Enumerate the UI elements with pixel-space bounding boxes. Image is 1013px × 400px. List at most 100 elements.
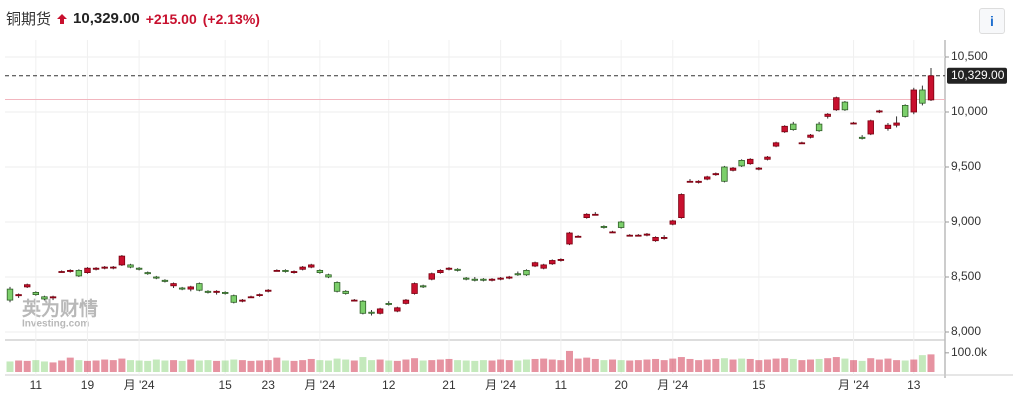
volume-bar bbox=[497, 359, 505, 372]
info-button[interactable]: i bbox=[979, 8, 1005, 34]
volume-bar bbox=[170, 360, 178, 372]
candle-body bbox=[256, 294, 263, 297]
candle-body bbox=[876, 110, 883, 113]
candle-body bbox=[135, 267, 143, 270]
candle-body bbox=[626, 234, 633, 237]
candle-body bbox=[24, 284, 31, 288]
candle-body bbox=[764, 156, 771, 160]
candle-body bbox=[221, 291, 229, 294]
candle-body bbox=[609, 231, 616, 234]
volume-bar bbox=[359, 357, 367, 372]
candle-body bbox=[721, 166, 728, 182]
candle-body bbox=[772, 142, 780, 147]
volume-bar bbox=[669, 358, 677, 372]
candle-body bbox=[15, 294, 22, 297]
volume-bar bbox=[32, 360, 40, 372]
candle-body bbox=[867, 120, 874, 135]
volume-bar bbox=[583, 357, 591, 372]
candle-body bbox=[101, 266, 108, 269]
volume-bar bbox=[746, 358, 754, 372]
volume-bar bbox=[299, 360, 307, 372]
candle-body bbox=[333, 282, 341, 292]
candle-body bbox=[376, 308, 384, 314]
volume-bar bbox=[178, 360, 186, 372]
candle-body bbox=[273, 269, 281, 272]
candle-body bbox=[170, 283, 177, 287]
candle-body bbox=[660, 236, 668, 239]
y-tick-label: 8,500 bbox=[951, 269, 981, 283]
candle-body bbox=[592, 213, 599, 216]
candle-body bbox=[402, 299, 410, 304]
candle-body bbox=[67, 269, 74, 272]
volume-bar bbox=[342, 359, 350, 372]
watermark: 英为财情 bbox=[22, 297, 98, 320]
candle-body bbox=[213, 290, 220, 293]
candle-body bbox=[204, 290, 212, 293]
volume-bar bbox=[471, 360, 479, 372]
volume-bar bbox=[695, 360, 703, 372]
volume-bar bbox=[488, 360, 496, 372]
candle-body bbox=[652, 236, 659, 242]
volume-bar bbox=[161, 360, 169, 372]
volume-bar bbox=[540, 358, 548, 372]
volume-bar bbox=[893, 360, 901, 372]
candle-body bbox=[901, 105, 909, 117]
candle-body bbox=[325, 274, 332, 278]
volume-bar bbox=[454, 360, 462, 372]
volume-bar bbox=[875, 359, 883, 372]
volume-bar bbox=[479, 360, 487, 372]
volume-bar bbox=[230, 359, 238, 372]
volume-bar bbox=[798, 360, 806, 372]
candle-body bbox=[557, 258, 565, 261]
volume-bar bbox=[643, 359, 651, 372]
volume-bar bbox=[6, 361, 14, 372]
candle-body bbox=[265, 289, 272, 292]
candle-body bbox=[92, 267, 100, 270]
candle-body bbox=[635, 234, 642, 237]
candle-body bbox=[282, 269, 289, 272]
title: 铜期货 bbox=[6, 11, 52, 28]
candle-body bbox=[58, 271, 65, 273]
volume-bar bbox=[256, 360, 264, 372]
candle-body bbox=[247, 296, 255, 299]
candle-body bbox=[187, 286, 194, 290]
candle-body bbox=[153, 276, 160, 279]
x-tick-label: 月 '24 bbox=[657, 378, 688, 392]
volume-bar bbox=[428, 360, 436, 372]
candle-body bbox=[299, 266, 306, 270]
volume-bar bbox=[781, 358, 789, 372]
candle-body bbox=[471, 278, 479, 281]
candle-body bbox=[239, 299, 246, 302]
candle-body bbox=[480, 278, 487, 281]
candle-body bbox=[84, 267, 91, 274]
volume-bar bbox=[445, 358, 453, 372]
last-price-box bbox=[947, 67, 1007, 84]
volume-bar bbox=[195, 360, 203, 372]
volume-bar bbox=[531, 358, 539, 372]
change-pct: (+2.13%) bbox=[202, 10, 260, 27]
volume-bar bbox=[522, 359, 530, 372]
volume-bar bbox=[204, 360, 212, 372]
x-tick-label: 月 '24 bbox=[838, 378, 869, 392]
volume-bar bbox=[40, 361, 48, 372]
volume-bar bbox=[324, 360, 332, 372]
volume-bar bbox=[402, 359, 410, 372]
x-tick-label: 15 bbox=[752, 378, 766, 392]
candle-body bbox=[359, 300, 367, 314]
candle-body bbox=[368, 311, 375, 314]
volume-bar bbox=[316, 360, 324, 372]
x-tick-label: 21 bbox=[442, 378, 456, 392]
candle-body bbox=[695, 180, 702, 183]
volume-bar bbox=[187, 359, 195, 372]
candle-body bbox=[669, 220, 676, 225]
volume-bar bbox=[557, 360, 565, 372]
volume-bar bbox=[376, 359, 384, 372]
candle-body bbox=[738, 159, 745, 167]
header: 铜期货 10,329.00 +215.00 (+2.13%) bbox=[6, 8, 260, 29]
candle-body bbox=[385, 302, 392, 305]
volume-bar bbox=[221, 360, 229, 372]
volume-bar bbox=[92, 360, 100, 372]
candle-body bbox=[815, 123, 823, 132]
candle-body bbox=[927, 75, 935, 101]
